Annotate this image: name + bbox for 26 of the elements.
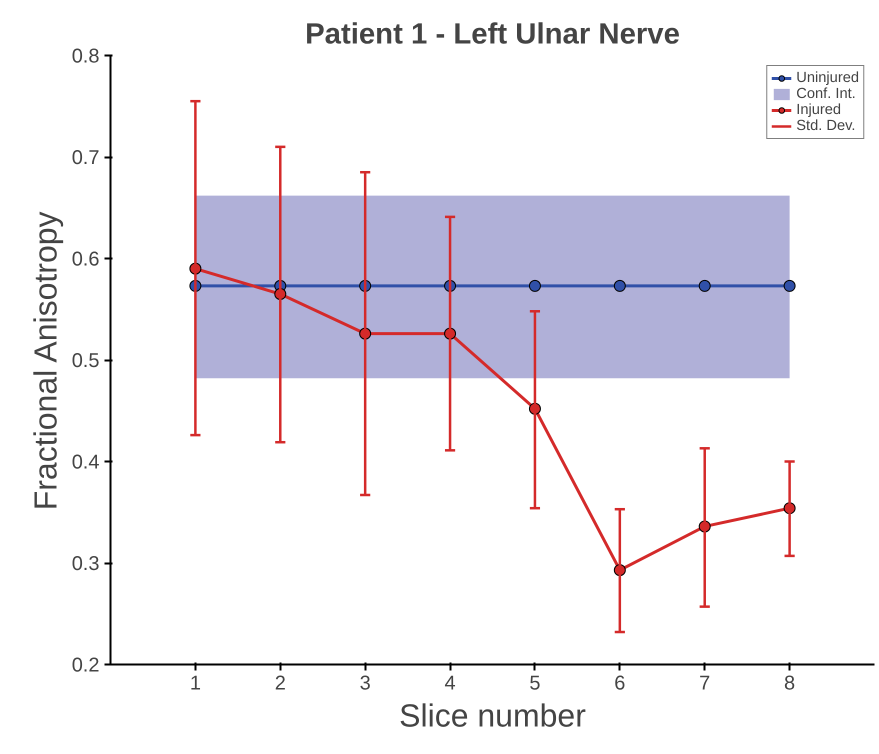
x-tick-label: 4 xyxy=(444,672,456,694)
y-tick-label: 0.3 xyxy=(72,553,100,575)
x-tick-label: 8 xyxy=(784,672,796,694)
x-tick-label: 3 xyxy=(360,672,371,694)
x-tick-label: 7 xyxy=(699,672,710,694)
y-tick-label: 0.6 xyxy=(72,248,100,270)
point xyxy=(614,280,626,292)
x-axis-title: Slice number xyxy=(399,698,586,734)
x-tick-label: 6 xyxy=(614,672,626,694)
legend-label: Uninjured xyxy=(796,70,859,86)
y-tick-label: 0.7 xyxy=(72,147,100,169)
x-tick-label: 5 xyxy=(529,672,541,694)
y-axis-title: Fractional Anisotropy xyxy=(28,211,64,510)
legend-label: Conf. Int. xyxy=(796,86,856,102)
y-tick-label: 0.5 xyxy=(72,350,100,372)
x-tick-label: 1 xyxy=(190,672,201,694)
legend-label: Injured xyxy=(796,102,842,118)
y-tick-label: 0.8 xyxy=(72,46,100,68)
y-tick-label: 0.4 xyxy=(72,452,100,474)
point xyxy=(784,280,796,292)
point xyxy=(698,280,711,292)
point xyxy=(528,280,541,292)
annotation: Std. Dev. xyxy=(796,118,856,134)
y-tick-label: 0.2 xyxy=(72,654,100,676)
x-tick-label: 2 xyxy=(274,672,286,694)
chart-title: Patient 1 - Left Ulnar Nerve xyxy=(305,18,680,50)
